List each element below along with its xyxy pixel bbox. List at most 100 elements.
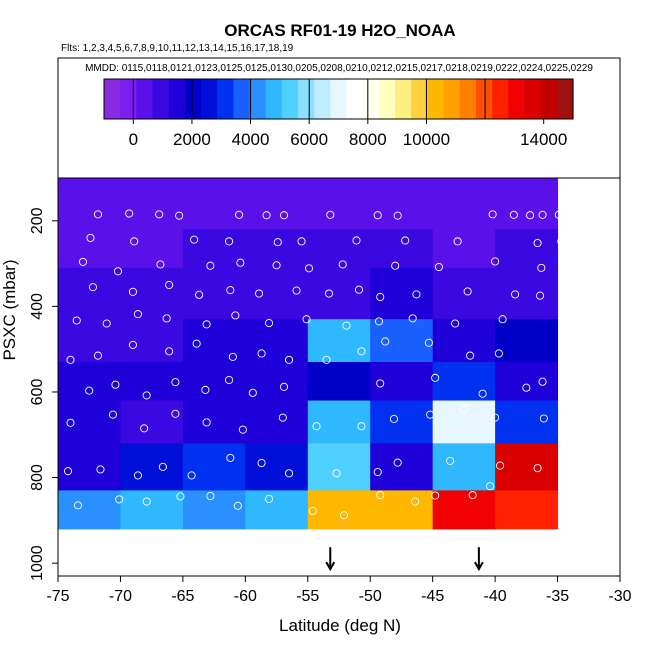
heatmap-cell xyxy=(182,443,246,491)
heatmap-cell xyxy=(58,443,121,491)
colorbar-swatch xyxy=(152,79,170,119)
observation-point xyxy=(93,210,103,219)
observation-point xyxy=(389,557,399,566)
observation-point xyxy=(358,555,367,564)
observation-point xyxy=(304,264,314,273)
observation-point xyxy=(389,414,399,423)
heatmap-cell xyxy=(182,362,246,402)
observation-point xyxy=(526,211,535,220)
observation-point xyxy=(277,545,286,554)
chart-title: ORCAS RF01-19 H2O_NOAA xyxy=(224,21,455,40)
observation-point xyxy=(489,555,498,564)
observation-point xyxy=(85,386,94,395)
observation-point xyxy=(257,458,266,468)
colorbar-swatch xyxy=(508,79,526,119)
heatmap-cell xyxy=(58,400,121,444)
observation-point xyxy=(446,456,455,465)
heatmap-cell xyxy=(307,178,371,230)
colorbar-swatch xyxy=(443,79,461,119)
observation-point xyxy=(66,418,75,427)
heatmap-cell xyxy=(432,400,496,444)
x-tick-label: -75 xyxy=(46,588,69,605)
colorbar-border xyxy=(103,78,574,120)
heatmap-cell xyxy=(120,362,184,402)
colorbar-swatch xyxy=(540,79,558,119)
colorbar-tick-label: 14000 xyxy=(520,130,567,149)
observation-point xyxy=(491,257,500,266)
heatmap-cell xyxy=(245,490,309,530)
observation-point xyxy=(198,544,207,554)
heatmap-cell xyxy=(370,490,434,530)
observation-point xyxy=(96,465,105,474)
observation-point xyxy=(554,210,563,219)
colorbar-swatch xyxy=(362,79,380,119)
y-tick-label: 200 xyxy=(29,207,46,234)
observation-point xyxy=(322,355,331,364)
observation-point xyxy=(156,260,165,269)
observation-point xyxy=(373,559,382,568)
observation-point xyxy=(528,553,537,563)
heatmap-cell xyxy=(182,178,246,230)
heatmap-cells xyxy=(58,178,559,530)
heatmap-cell xyxy=(120,319,184,363)
observation-point xyxy=(187,471,196,480)
colorbar-swatch xyxy=(168,79,186,119)
observation-point xyxy=(376,379,385,388)
colorbar-swatch xyxy=(184,79,202,119)
observation-point xyxy=(88,283,98,292)
observation-point xyxy=(373,467,382,477)
heatmap-cell xyxy=(495,400,559,444)
observation-point xyxy=(411,497,420,506)
heatmap-cell xyxy=(495,490,559,530)
colorbar-tick-label: 4000 xyxy=(232,130,270,149)
observation-point xyxy=(102,544,111,553)
observation-point xyxy=(171,378,180,387)
observation-point xyxy=(202,418,211,427)
heatmap-cell xyxy=(495,229,559,269)
observation-point xyxy=(317,542,326,551)
heatmap-cell xyxy=(58,319,121,363)
colorbar-swatch xyxy=(346,79,364,119)
observation-point xyxy=(255,289,264,298)
observation-point xyxy=(342,321,351,330)
observation-point xyxy=(162,314,171,323)
heatmap-cell xyxy=(182,400,246,444)
observation-point xyxy=(308,506,317,516)
observation-point xyxy=(324,289,334,298)
heatmap-cell xyxy=(432,362,496,402)
observation-point xyxy=(468,491,477,500)
heatmap-cell xyxy=(370,362,434,402)
observation-point xyxy=(63,467,73,476)
observation-point xyxy=(261,544,270,553)
colorbar-swatch xyxy=(201,79,218,119)
heatmap-cell xyxy=(370,319,434,363)
heatmap-cell xyxy=(182,267,246,320)
observation-point xyxy=(113,267,122,276)
colorbar-swatch xyxy=(556,79,574,119)
observation-point xyxy=(120,543,129,552)
heatmap-cell xyxy=(307,400,371,444)
observation-point xyxy=(158,462,167,471)
observation-point xyxy=(488,210,497,219)
observation-point xyxy=(85,544,94,553)
observation-point xyxy=(215,539,224,548)
observation-point xyxy=(393,458,402,467)
heatmap-cell xyxy=(245,319,309,363)
observation-point xyxy=(538,210,547,219)
observation-point xyxy=(506,557,515,566)
observation-point xyxy=(246,546,255,555)
observation-point xyxy=(354,285,364,294)
observation-point xyxy=(352,236,361,245)
observation-point xyxy=(233,501,242,510)
observation-point xyxy=(407,559,416,569)
observation-point xyxy=(115,495,124,504)
heatmap-cell xyxy=(432,178,496,230)
observation-point xyxy=(111,380,120,389)
y-tick-label: 800 xyxy=(29,464,46,491)
heatmap-cell xyxy=(120,400,184,444)
x-tick-label: -60 xyxy=(234,588,257,605)
observation-point xyxy=(176,492,185,501)
colorbar-swatch xyxy=(298,79,315,119)
observation-point xyxy=(338,260,347,269)
heatmap-cell xyxy=(370,229,434,269)
